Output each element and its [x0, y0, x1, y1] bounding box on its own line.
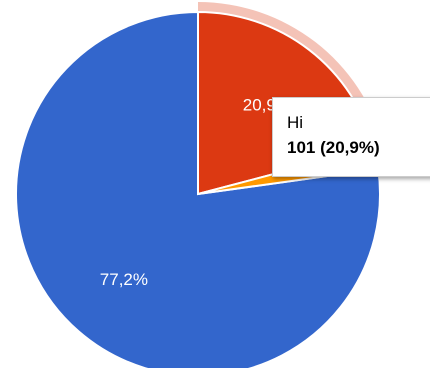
slice-highlight-ring: [198, 2, 384, 148]
slice-tooltip: Hi 101 (20,9%): [272, 97, 430, 177]
tooltip-label: Hi: [287, 113, 304, 132]
tooltip-value: 101 (20,9%): [287, 138, 380, 157]
slice-label: 77,2%: [100, 270, 148, 289]
pie-slice[interactable]: [15, 10, 381, 373]
